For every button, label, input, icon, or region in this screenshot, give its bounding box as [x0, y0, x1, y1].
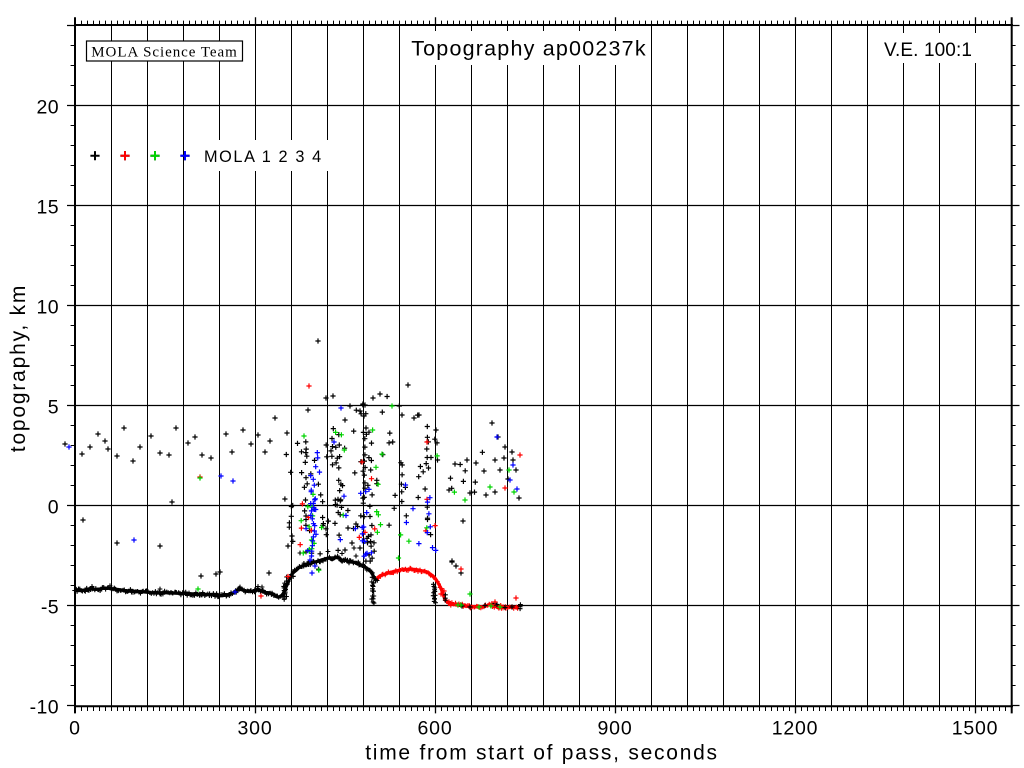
svg-text:600: 600 — [418, 718, 453, 740]
svg-text:time from start of pass, secon: time from start of pass, seconds — [365, 742, 719, 765]
svg-text:300: 300 — [238, 718, 273, 740]
svg-text:topography, km: topography, km — [7, 284, 30, 452]
svg-text:10: 10 — [37, 297, 60, 319]
svg-text:900: 900 — [598, 718, 633, 740]
svg-text:V.E. 100:1: V.E. 100:1 — [884, 40, 972, 61]
svg-text:20: 20 — [37, 97, 60, 119]
svg-text:5: 5 — [48, 397, 59, 419]
svg-text:0: 0 — [48, 497, 59, 519]
svg-text:0: 0 — [69, 718, 81, 740]
svg-text:-10: -10 — [30, 697, 59, 719]
svg-text:1200: 1200 — [772, 718, 819, 740]
svg-text:Topography ap00237k: Topography ap00237k — [411, 37, 647, 61]
svg-text:-5: -5 — [41, 597, 59, 619]
svg-text:MOLA Science Team: MOLA Science Team — [91, 45, 237, 61]
svg-text:15: 15 — [37, 197, 60, 219]
svg-text:MOLA 1 2 3 4: MOLA 1 2 3 4 — [204, 148, 323, 166]
svg-text:1500: 1500 — [952, 718, 999, 740]
